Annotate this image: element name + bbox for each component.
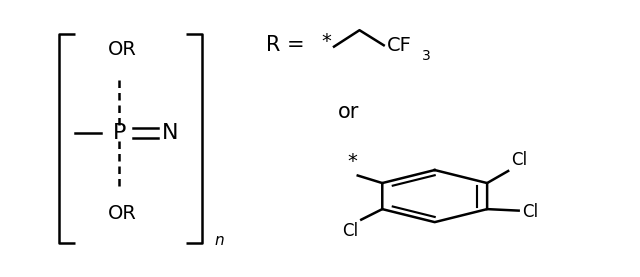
Text: CF: CF (387, 36, 412, 55)
Text: OR: OR (108, 204, 137, 223)
Text: N: N (162, 123, 179, 143)
Text: R =: R = (266, 35, 305, 55)
Text: Cl: Cl (522, 203, 538, 221)
Text: *: * (348, 152, 358, 171)
Text: Cl: Cl (342, 222, 358, 240)
Text: or: or (338, 102, 360, 122)
Text: OR: OR (108, 40, 137, 59)
Text: Cl: Cl (511, 151, 527, 169)
Text: 3: 3 (422, 49, 431, 63)
Text: *: * (321, 32, 332, 51)
Text: n: n (215, 233, 225, 248)
Text: P: P (113, 123, 126, 143)
